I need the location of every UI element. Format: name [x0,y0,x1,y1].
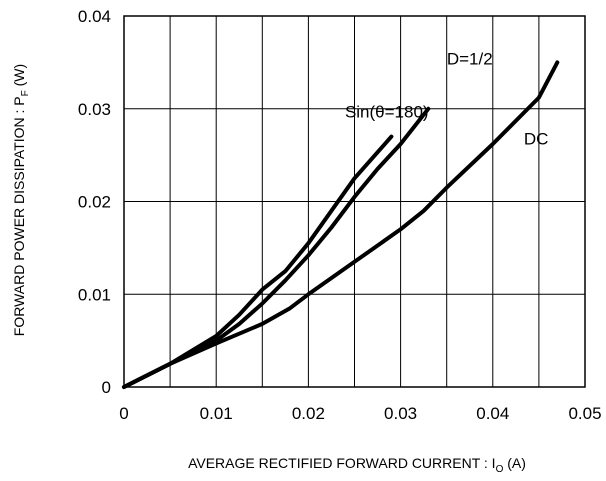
y-tick-label: 0.02 [78,193,111,212]
y-tick-labels: 0 0.01 0.02 0.03 0.04 [78,7,111,397]
x-tick-label: 0.05 [568,404,601,423]
x-tick-labels: 0 0.01 0.02 0.03 0.04 0.05 [119,404,601,423]
x-axis-label-tail: (A) [503,455,526,471]
x-tick-label: 0.01 [200,404,233,423]
series-line-2 [122,106,431,389]
x-tick-label: 0.03 [384,404,417,423]
plot-frame [123,15,586,388]
x-axis-label: AVERAGE RECTIFIED FORWARD CURRENT : IO (… [188,455,526,475]
annotation-label: Sin(θ=180) [345,103,429,122]
y-axis-label-sub: F [20,90,31,96]
series-line-3 [122,60,560,389]
x-axis-label-main: AVERAGE RECTIFIED FORWARD CURRENT : I [188,455,496,471]
y-tick-label: 0.01 [78,285,111,304]
x-tick-label: 0.02 [292,404,325,423]
y-axis-label: FORWARD POWER DISSIPATION : PF (W) [11,64,31,336]
y-tick-label: 0.03 [78,100,111,119]
annotation-label: DC [524,129,549,148]
annotations: Sin(θ=180) D=1/2 DC [345,50,548,149]
y-tick-label: 0 [102,378,111,397]
x-tick-label: 0.04 [476,404,509,423]
curves [122,60,560,389]
y-axis-label-main: FORWARD POWER DISSIPATION : P [11,96,27,336]
y-tick-label: 0.04 [78,7,111,26]
grid [124,16,585,387]
x-axis-label-sub: O [496,464,504,475]
annotation-label: D=1/2 [447,50,493,69]
x-tick-label: 0 [119,404,128,423]
y-axis-label-tail: (W) [11,64,27,90]
series-line-1 [122,134,394,389]
